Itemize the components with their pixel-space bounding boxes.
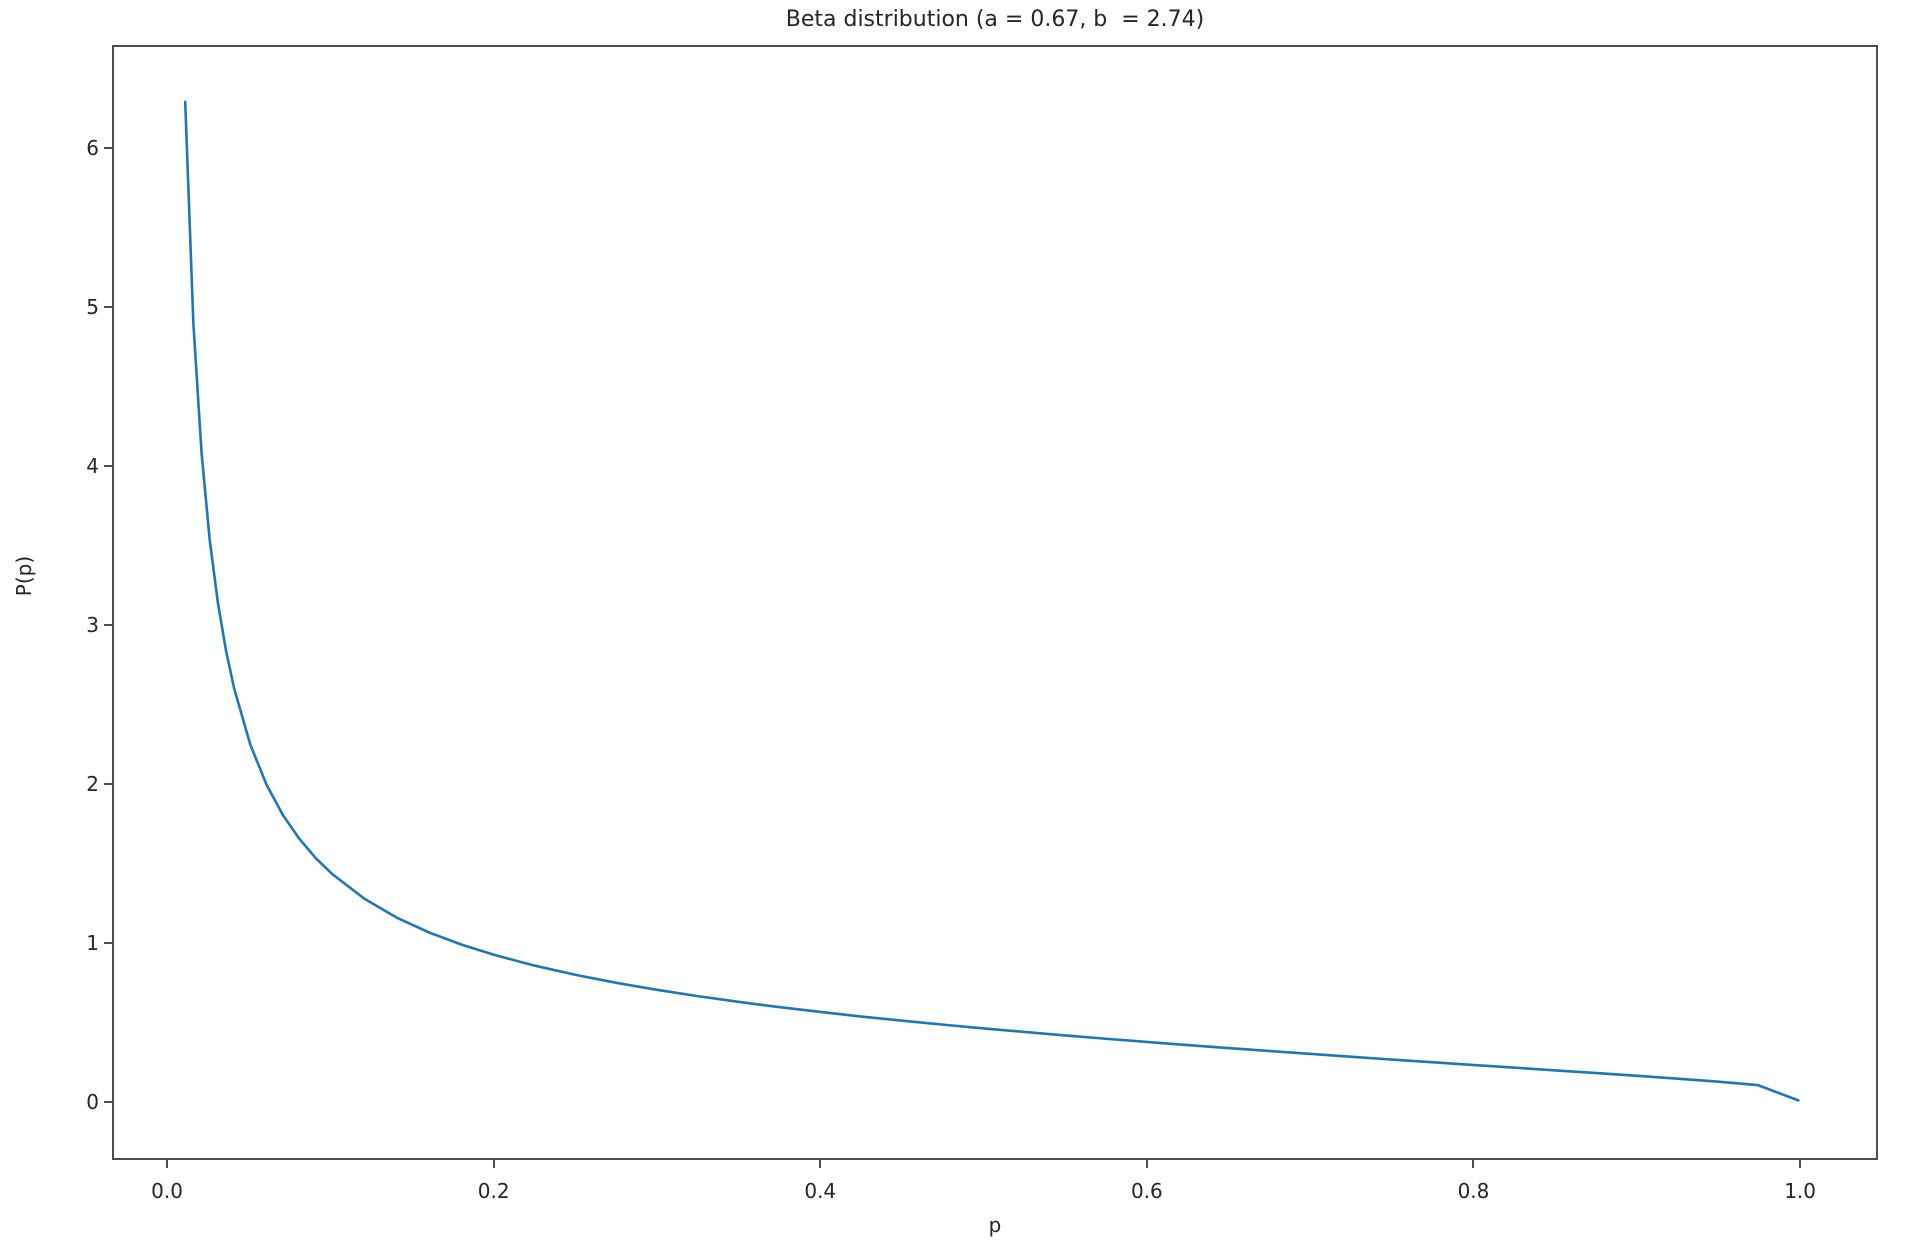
y-tick-label: 5: [86, 294, 99, 319]
x-tick-mark: [492, 1160, 495, 1168]
y-tick-label: 6: [86, 135, 99, 160]
plot-axes: [112, 45, 1878, 1160]
x-tick-label: 0.8: [1457, 1179, 1490, 1203]
y-tick-mark: [104, 623, 112, 626]
x-tick-mark: [166, 1160, 169, 1168]
y-tick-label: 1: [86, 931, 99, 956]
y-tick-label: 0: [86, 1090, 99, 1115]
x-tick-label: 1.0: [1784, 1179, 1816, 1203]
y-tick-label: 4: [86, 453, 99, 478]
x-tick-mark: [1145, 1160, 1148, 1168]
x-tick-mark: [1472, 1160, 1475, 1168]
y-tick-mark: [104, 1101, 112, 1104]
x-tick-label: 0.2: [477, 1179, 510, 1203]
chart-title: Beta distribution (a = 0.67, b = 2.74): [785, 7, 1205, 32]
x-tick-label: 0.6: [1130, 1179, 1163, 1203]
y-tick-mark: [104, 783, 112, 786]
y-axis-label: P(p): [12, 555, 36, 597]
plot-area: [114, 47, 1876, 1158]
y-tick-mark: [104, 146, 112, 149]
x-tick-mark: [819, 1160, 822, 1168]
x-tick-label: 0.0: [151, 1179, 183, 1203]
y-tick-mark: [104, 464, 112, 467]
data-line-beta-pdf: [185, 102, 1798, 1101]
y-tick-mark: [104, 942, 112, 945]
y-tick-label: 2: [86, 772, 99, 797]
y-tick-mark: [104, 305, 112, 308]
x-tick-label: 0.4: [804, 1179, 837, 1203]
y-tick-label: 3: [86, 612, 99, 637]
x-axis-label: p: [988, 1213, 1002, 1237]
x-tick-mark: [1799, 1160, 1802, 1168]
